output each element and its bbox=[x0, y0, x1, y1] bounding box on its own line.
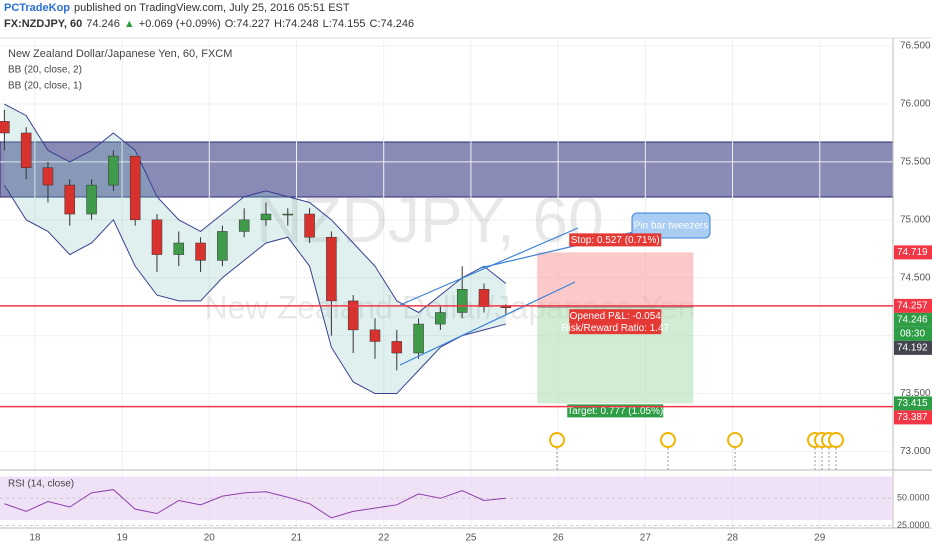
bb-lower bbox=[3, 184, 506, 395]
countdown: 08:30 bbox=[900, 329, 925, 340]
y-tick-label: 74.500 bbox=[900, 272, 931, 283]
candle-body bbox=[0, 121, 10, 134]
rr-label-bg bbox=[569, 321, 662, 335]
candle-body bbox=[478, 289, 490, 307]
price-tag-bg bbox=[894, 340, 932, 355]
price-tag-bg bbox=[894, 298, 932, 313]
event-icon bbox=[828, 432, 844, 448]
candle-body bbox=[64, 184, 76, 215]
event-icon bbox=[660, 432, 676, 448]
header: PCTradeKop published on TradingView.com, … bbox=[4, 0, 418, 32]
author[interactable]: PCTradeKop bbox=[4, 2, 71, 14]
candle-body bbox=[435, 312, 446, 325]
bb-upper bbox=[4, 103, 507, 314]
price-tag: 73.387 bbox=[897, 412, 928, 423]
price-tag: 74.257 bbox=[897, 301, 928, 312]
x-tick-label: 18 bbox=[29, 533, 41, 544]
callout-text: Pin bar tweezers bbox=[634, 221, 708, 232]
candle-body bbox=[238, 219, 250, 232]
rsi-title: RSI (14, close) bbox=[8, 479, 74, 490]
event-icon bbox=[727, 432, 743, 448]
rsi-tick-label: 25.0000 bbox=[897, 520, 930, 530]
candle-body bbox=[195, 242, 206, 261]
header-row: PCTradeKop published on TradingView.com, … bbox=[4, 0, 418, 16]
x-tick-label: 25 bbox=[465, 533, 477, 544]
price-tag: 74.719 bbox=[897, 247, 928, 258]
y-tick-label: 75.000 bbox=[900, 214, 931, 225]
countdown-bg bbox=[894, 326, 932, 341]
y-tick-label: 75.500 bbox=[900, 157, 931, 168]
symbol: FX:NZDJPY, 60 bbox=[4, 18, 83, 30]
candle-body bbox=[282, 213, 294, 216]
bb-fill bbox=[4, 104, 506, 394]
open: O:74.227 bbox=[224, 18, 271, 30]
published: published on TradingView.com, July 25, 2… bbox=[74, 2, 350, 14]
stop-zone bbox=[537, 252, 694, 308]
change: +0.069 (+0.09%) bbox=[138, 18, 221, 30]
stop-label-bg bbox=[569, 233, 662, 247]
x-tick-label: 28 bbox=[727, 533, 739, 544]
candle-body bbox=[20, 132, 32, 168]
price-tag: 74.246 bbox=[897, 315, 928, 326]
event-icon bbox=[549, 432, 565, 448]
resistance-zone bbox=[0, 141, 894, 198]
x-tick-label: 27 bbox=[640, 533, 652, 544]
target-label-bg bbox=[567, 404, 664, 418]
pnl-label-bg bbox=[569, 309, 662, 323]
candle-body bbox=[369, 329, 381, 342]
y-tick-label: 76.000 bbox=[900, 99, 931, 110]
candle-body bbox=[129, 155, 141, 221]
price-tag-bg bbox=[894, 410, 932, 425]
price-tag-bg bbox=[894, 312, 932, 327]
rsi-tick-label: 50.0000 bbox=[897, 493, 930, 503]
price-tag: 74.192 bbox=[897, 343, 928, 354]
legend-entry: BB (20, close, 2) bbox=[8, 65, 82, 76]
candle-body bbox=[413, 323, 424, 354]
pnl-label: Opened P&L: -0.054 bbox=[570, 311, 662, 322]
candle-body bbox=[86, 184, 97, 215]
arrow: ▲ bbox=[123, 18, 135, 30]
callout-box bbox=[631, 212, 711, 239]
x-tick-label: 19 bbox=[117, 533, 129, 544]
price-tag-bg bbox=[894, 396, 932, 411]
candle-body bbox=[173, 242, 185, 255]
price-tag-bg bbox=[894, 245, 932, 260]
x-tick-label: 29 bbox=[814, 533, 826, 544]
rr-label: Risk/Reward Ratio: 1.47 bbox=[561, 323, 669, 334]
legend-entry: New Zealand Dollar/Japanese Yen, 60, FXC… bbox=[8, 48, 232, 60]
y-tick-label: 73.500 bbox=[900, 388, 931, 399]
high: H:74.248 bbox=[274, 18, 319, 30]
candle-body bbox=[217, 231, 228, 261]
low: L:74.155 bbox=[322, 18, 366, 30]
candle-body bbox=[326, 236, 337, 302]
legend-entry: BB (20, close, 1) bbox=[8, 81, 82, 92]
candle-body bbox=[347, 300, 359, 331]
candle-body bbox=[260, 213, 272, 221]
candle-body bbox=[456, 289, 468, 313]
last: 74.246 bbox=[86, 18, 120, 30]
candle-body bbox=[42, 167, 54, 186]
rsi-line bbox=[4, 489, 506, 519]
x-tick-label: 20 bbox=[204, 533, 216, 544]
candle-body bbox=[108, 155, 119, 186]
candle-body bbox=[304, 213, 315, 238]
candle-body bbox=[500, 306, 512, 308]
x-tick-label: 26 bbox=[553, 533, 565, 544]
stop-label: Stop: 0.527 (0.71%) bbox=[571, 235, 660, 246]
target-label: Target: 0.777 (1.05%) bbox=[567, 406, 663, 417]
candle-body bbox=[391, 341, 403, 354]
candle-body bbox=[151, 219, 163, 255]
x-tick-label: 22 bbox=[378, 533, 390, 544]
close: C:74.246 bbox=[369, 18, 415, 30]
price-tag: 73.415 bbox=[897, 398, 928, 409]
y-tick-label: 73.000 bbox=[900, 446, 931, 457]
y-tick-label: 76.500 bbox=[900, 41, 931, 52]
x-tick-label: 21 bbox=[291, 533, 303, 544]
header-row: FX:NZDJPY, 60 74.246 ▲ +0.069 (+0.09%) O:74.… bbox=[4, 16, 418, 32]
trend-line bbox=[399, 281, 576, 366]
